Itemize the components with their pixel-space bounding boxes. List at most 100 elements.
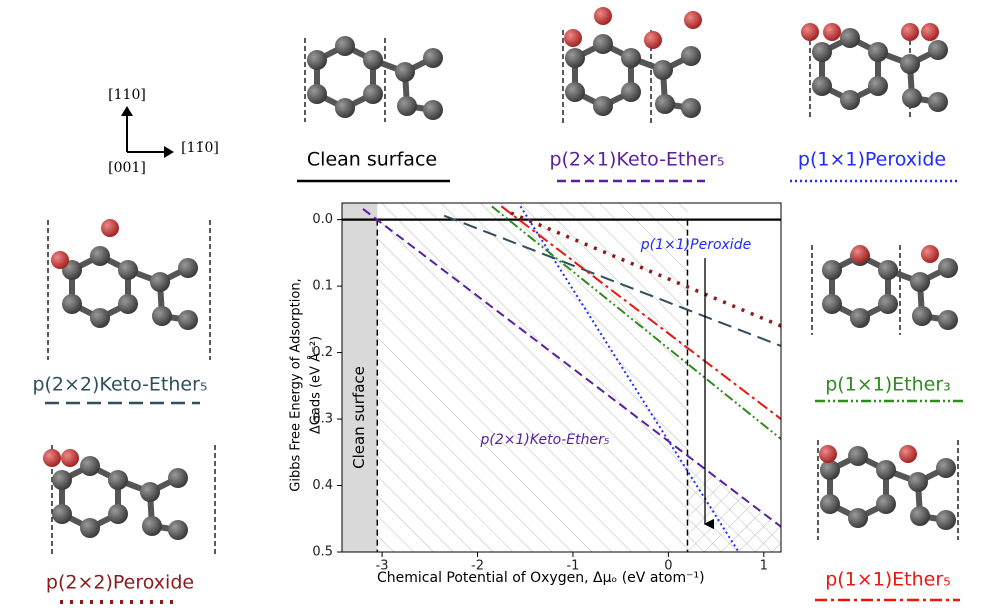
atom: [335, 36, 355, 56]
atom: [140, 482, 160, 502]
atom: [52, 470, 72, 490]
atom: [902, 88, 922, 108]
legend-label: Clean surface: [307, 149, 437, 171]
atom: [565, 82, 585, 102]
atom: [108, 470, 128, 490]
figure: [110] [11̄0] [001] Clean surface-3-2-101…: [0, 0, 982, 606]
atom: [910, 506, 930, 526]
atom: [812, 76, 832, 96]
atom: [80, 518, 100, 538]
y-tick-label: 0.0: [312, 212, 333, 227]
oxygen-atom: [819, 445, 837, 463]
atom: [621, 82, 641, 102]
atom: [335, 98, 355, 118]
oxygen-atom: [899, 445, 917, 463]
atom: [908, 472, 928, 492]
atom: [168, 520, 188, 540]
atom: [593, 96, 613, 116]
atom: [62, 294, 82, 314]
atom: [936, 510, 956, 530]
oxygen-atom: [564, 29, 582, 47]
annotation: p(1×1)Peroxide: [640, 237, 751, 253]
atom: [307, 50, 327, 70]
legend-label: p(2×2)Keto-Ether₅: [32, 374, 207, 396]
plot: Clean surface-3-2-1010.00.10.20.30.40.5p…: [312, 203, 781, 574]
atom: [118, 260, 138, 280]
region-label: Clean surface: [350, 366, 368, 469]
direction-label: [110]: [108, 87, 146, 103]
legend-label: p(1×1)Ether₅: [825, 569, 951, 591]
atom: [593, 34, 613, 54]
x-tick-label: 1: [760, 559, 768, 574]
y-axis-label: ΔGads (eV Å⁻²): [308, 336, 324, 434]
atom: [90, 308, 110, 328]
atom: [621, 48, 641, 68]
oxygen-atom: [594, 7, 612, 25]
atom: [142, 516, 162, 536]
atom: [80, 456, 100, 476]
y-tick-label: 0.1: [312, 279, 333, 294]
oxygen-atom: [823, 23, 841, 41]
atom: [876, 494, 896, 514]
oxygen-atom: [851, 245, 869, 263]
atom: [820, 494, 840, 514]
atom: [118, 294, 138, 314]
atom: [868, 42, 888, 62]
y-tick-label: 0.5: [312, 545, 333, 560]
atom: [850, 308, 870, 328]
atom: [423, 100, 443, 120]
atom: [681, 46, 701, 66]
atom: [168, 468, 188, 488]
atom: [938, 310, 958, 330]
atom: [812, 42, 832, 62]
direction-label: [11̄0]: [181, 140, 219, 156]
atom: [150, 272, 170, 292]
atom: [363, 50, 383, 70]
legend-label: p(2×1)Keto-Ether₅: [549, 149, 724, 171]
atom: [178, 310, 198, 330]
oxygen-atom: [901, 23, 919, 41]
atom: [938, 258, 958, 278]
oxygen-atom: [801, 23, 819, 41]
oxygen-atom: [43, 449, 61, 467]
atom: [928, 92, 948, 112]
atom: [681, 98, 701, 118]
compass: [110] [11̄0] [001]: [108, 87, 219, 176]
atom: [395, 62, 415, 82]
atom: [655, 94, 675, 114]
y-tick-label: 0.4: [312, 478, 333, 493]
atom: [653, 60, 673, 80]
atom: [840, 28, 860, 48]
annotation: p(2×1)Keto-Ether₅: [480, 432, 610, 448]
atom: [52, 504, 72, 524]
atom: [423, 48, 443, 68]
atom: [820, 460, 840, 480]
atom: [397, 96, 417, 116]
atom: [848, 446, 868, 466]
oxygen-atom: [101, 219, 119, 237]
atom: [822, 260, 842, 280]
x-axis-label: Chemical Potential of Oxygen, Δμₒ (eV at…: [377, 570, 705, 586]
atom: [912, 306, 932, 326]
atom: [108, 504, 128, 524]
y-axis-label: Gibbs Free Energy of Adsorption,: [289, 278, 304, 491]
atom: [822, 294, 842, 314]
atom: [878, 260, 898, 280]
legend-label: p(1×1)Peroxide: [798, 149, 946, 171]
atom: [840, 90, 860, 110]
atom: [936, 458, 956, 478]
atom: [878, 294, 898, 314]
oxygen-atom: [921, 23, 939, 41]
oxygen-atom: [51, 251, 69, 269]
atom: [363, 84, 383, 104]
atom: [565, 48, 585, 68]
atom: [848, 508, 868, 528]
oxygen-atom: [921, 245, 939, 263]
atom: [910, 272, 930, 292]
atom: [928, 40, 948, 60]
atom: [152, 306, 172, 326]
oxygen-atom: [684, 11, 702, 29]
atom: [876, 460, 896, 480]
atom: [868, 76, 888, 96]
atom: [90, 246, 110, 266]
